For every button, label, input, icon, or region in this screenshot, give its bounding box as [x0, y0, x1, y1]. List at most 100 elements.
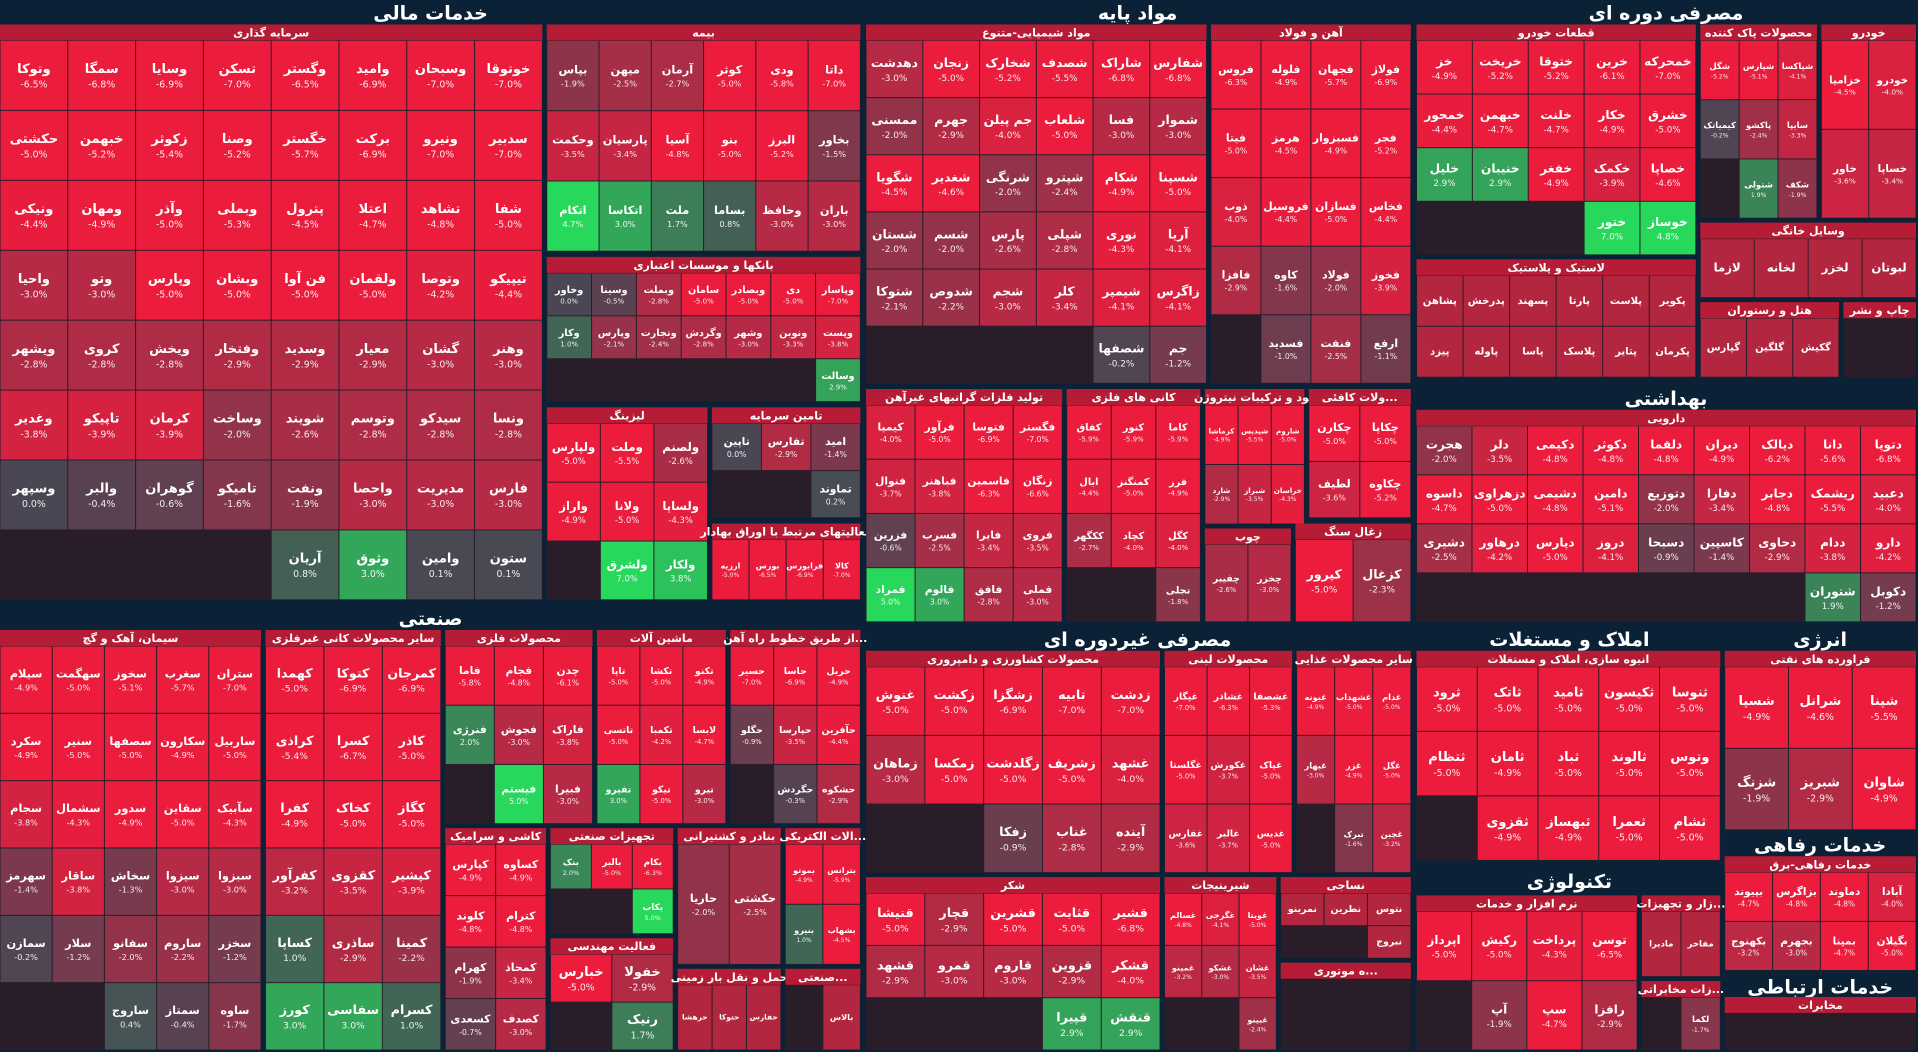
- stock-symbol: حریل: [826, 666, 851, 677]
- stock-symbol: فولاد: [1322, 269, 1350, 282]
- sector-group: تجهیزات صنعتیبکام-6.3%بالبر-5.0%بنک2.0%ب…: [550, 828, 674, 934]
- stock-tile: [407, 40, 475, 110]
- stock-tile: [407, 180, 475, 250]
- stock-change: -2.9%: [938, 131, 964, 141]
- stock-symbol: کلوند: [456, 909, 485, 922]
- stock-change: -5.9%: [1123, 435, 1144, 443]
- stock-tile: [1297, 667, 1335, 735]
- stock-symbol: زنجان: [933, 56, 969, 70]
- stock-tile: [1361, 109, 1411, 178]
- stock-change: -4.0%: [1123, 544, 1144, 552]
- stock-symbol: خساپا: [1878, 163, 1907, 175]
- stock-change: -6.9%: [978, 435, 1000, 444]
- stock-symbol: وآذر: [155, 200, 183, 217]
- stock-symbol: شیمپر: [1101, 285, 1140, 299]
- stock-tile: [1582, 981, 1637, 1050]
- stock-tile: [1538, 796, 1599, 860]
- sector-title: انرژی: [1793, 629, 1847, 651]
- stock-change: 0.0%: [727, 450, 747, 459]
- stock-tile: [984, 735, 1042, 804]
- stock-change: -5.0%: [1433, 768, 1460, 779]
- stock-change: -3.5%: [785, 738, 805, 746]
- stock-symbol: واحصا: [353, 482, 393, 497]
- stock-change: -3.7%: [879, 489, 901, 498]
- stock-change: -3.4%: [1052, 302, 1078, 312]
- group-header: [1164, 650, 1293, 667]
- stock-tile: [1603, 326, 1649, 377]
- stock-symbol: کاذر: [398, 733, 426, 748]
- stock-tile: [1101, 998, 1160, 1050]
- stock-symbol: وفتخار: [214, 342, 259, 357]
- stock-symbol: فنوال: [875, 475, 906, 488]
- stock-change: -5.8%: [770, 79, 794, 89]
- stock-change: -4.9%: [1168, 490, 1189, 498]
- stock-change: -5.2%: [1488, 72, 1513, 82]
- stock-change: -5.0%: [224, 289, 251, 300]
- stock-symbol: خوساز: [1647, 215, 1688, 230]
- stock-change: -3.0%: [770, 219, 794, 229]
- stock-change: -4.1%: [1165, 302, 1191, 312]
- stock-change: -0.5%: [604, 297, 625, 306]
- stock-tile: [597, 646, 640, 705]
- stock-symbol: ثباد: [1558, 750, 1580, 765]
- stock-change: 5.0%: [509, 797, 529, 806]
- stock-change: -2.9%: [1597, 1020, 1622, 1030]
- stock-change: -4.2%: [427, 289, 454, 300]
- stock-symbol: شارد: [1213, 486, 1231, 495]
- stock-tile: [1036, 212, 1093, 269]
- stock-change: -5.0%: [156, 289, 183, 300]
- stock-tile: [157, 646, 209, 713]
- stock-symbol: وسدید: [285, 342, 326, 357]
- stock-symbol: فجهان: [1318, 63, 1353, 76]
- stock-symbol: حفارس: [750, 1012, 778, 1021]
- group-title: مواد شیمیایی-متنوع: [982, 26, 1090, 39]
- stock-tile: [915, 459, 964, 513]
- stock-symbol: سجام: [10, 801, 42, 815]
- stock-tile: [1527, 524, 1583, 573]
- stock-change: -5.0%: [1261, 773, 1280, 781]
- stock-tile: [1472, 475, 1527, 524]
- group-header: [1164, 877, 1277, 894]
- stock-change: -5.0%: [722, 572, 740, 579]
- stock-change: -3.5%: [1487, 455, 1512, 465]
- stock-tile: [866, 568, 915, 622]
- group-title: انبوه سازی، املاک و مستغلات: [1487, 653, 1649, 666]
- stock-symbol: فخاس: [1369, 200, 1403, 213]
- stock-change: -3.0%: [1260, 586, 1280, 594]
- stock-tile: [1013, 568, 1062, 622]
- stock-symbol: خبارس: [559, 965, 604, 980]
- stock-change: -3.6%: [1323, 493, 1347, 502]
- stock-change: -5.0%: [938, 74, 964, 84]
- stock-symbol: وغدیر: [14, 412, 52, 427]
- sector-title: تکنولوژی: [1527, 871, 1612, 893]
- stock-symbol: کهرام: [454, 961, 487, 974]
- group-header: [0, 629, 261, 646]
- stock-symbol: وسبحان: [415, 62, 467, 77]
- stock-change: 1.0%: [400, 1021, 424, 1031]
- stock-symbol: کاما: [1169, 423, 1188, 434]
- stock-tile: [1640, 148, 1696, 201]
- stock-tile: [1207, 667, 1250, 735]
- group-header: [1724, 996, 1916, 1013]
- group-header: [1641, 895, 1721, 912]
- stock-symbol: پاکشو: [1745, 120, 1771, 131]
- stock-change: -6.3%: [978, 489, 1000, 498]
- stock-symbol: ایال: [1079, 477, 1098, 488]
- stock-change: -1.7%: [1692, 1027, 1710, 1034]
- stock-symbol: داسوه: [1426, 486, 1463, 501]
- stock-symbol: خزامیا: [1829, 74, 1861, 86]
- group-header: [866, 877, 1161, 894]
- stock-symbol: ثقزوی: [1486, 815, 1528, 830]
- stock-tile: [1311, 40, 1361, 109]
- sector-title: املاک و مستغلات: [1489, 629, 1649, 651]
- group-header: [546, 24, 861, 41]
- stock-tile: [1150, 98, 1207, 155]
- stock-tile: [0, 250, 68, 320]
- stock-change: -3.6%: [1176, 841, 1195, 849]
- stock-change: -4.2%: [652, 738, 672, 746]
- group-header: [785, 968, 861, 985]
- stock-tile: [1805, 573, 1860, 622]
- group-title: چاپ و نشر: [1849, 304, 1910, 317]
- stock-change: -5.0%: [928, 435, 950, 444]
